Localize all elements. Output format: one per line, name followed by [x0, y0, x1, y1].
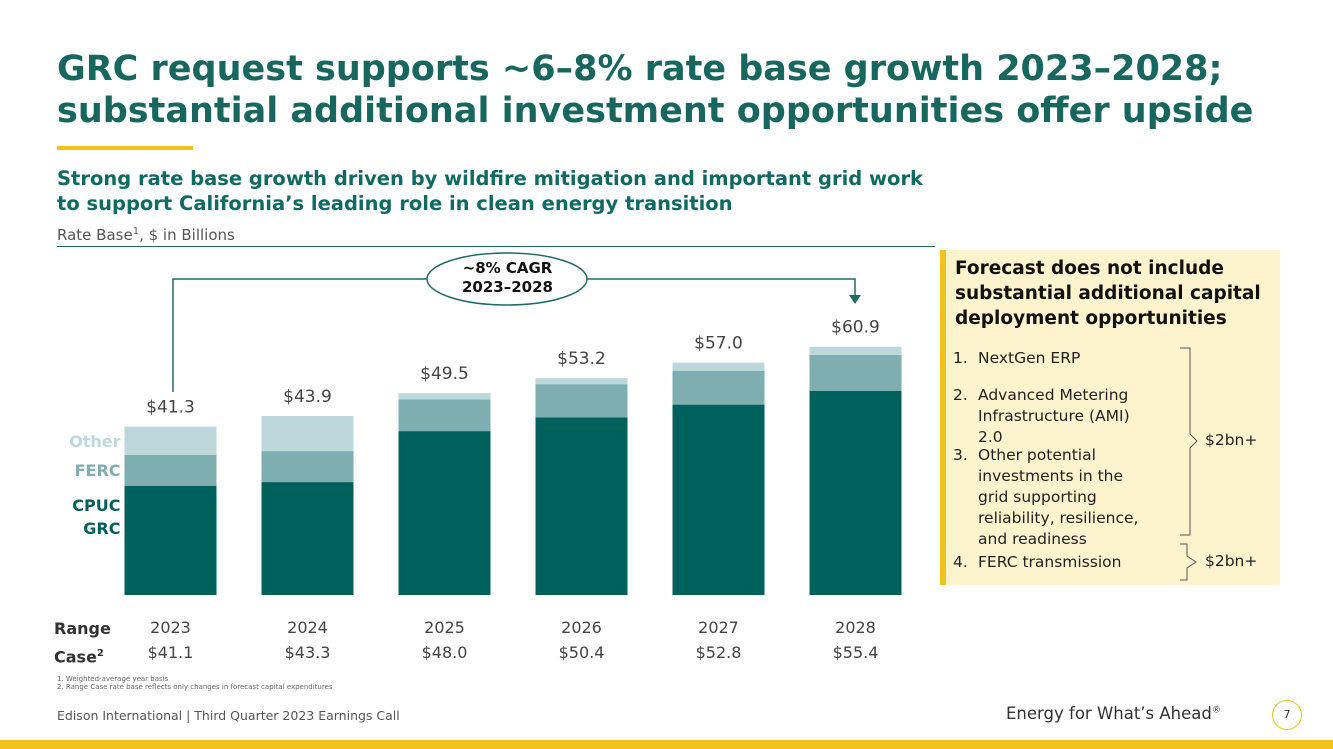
range-case-line: Case2 [54, 641, 111, 669]
x-tick-label: 2023 [150, 618, 191, 637]
group-label: $2bn+ [1205, 552, 1258, 570]
x-tick-label: 2027 [698, 618, 739, 637]
sidebar [940, 250, 1280, 585]
divider [57, 246, 935, 247]
range-case-value: $41.1 [148, 643, 194, 662]
bar-segment [124, 426, 217, 455]
y-label: Rate Base1, $ in Billions [57, 226, 235, 244]
bar-segment [672, 370, 765, 405]
x-tick-label: 2028 [835, 618, 876, 637]
footnotes: 1. Weighted-average year basis 2. Range … [57, 675, 333, 691]
total-label: $57.0 [694, 334, 743, 354]
footnote-mark: 1 [132, 226, 140, 237]
item-text: NextGen ERP [978, 349, 1081, 367]
item-number: 2. [953, 386, 968, 404]
bar-segment [809, 346, 902, 355]
range-case-value: $55.4 [833, 643, 879, 662]
total-label: $41.3 [146, 398, 195, 418]
cagr-ellipse [426, 252, 588, 306]
range-case-value: $50.4 [559, 643, 605, 662]
footer: Edison International | Third Quarter 202… [57, 708, 400, 723]
total-label: $49.5 [420, 364, 469, 384]
bar-segment [261, 482, 354, 595]
bar-segment [261, 416, 354, 452]
total-label: $60.9 [831, 318, 880, 338]
bar-segment [672, 404, 765, 595]
total-label: $43.9 [283, 387, 332, 407]
brace [1180, 543, 1197, 581]
legend-label: Other [69, 431, 121, 451]
y-label-text: Rate Base [57, 226, 133, 244]
item-number: 4. [953, 553, 968, 571]
footnote: 2. Range Case rate base reflects only ch… [57, 683, 333, 691]
tagline-text: Energy for What’s Ahead [1006, 704, 1212, 723]
range-case-label: Range Case2 [54, 616, 111, 669]
bar-segment [398, 399, 491, 432]
x-tick-label: 2025 [424, 618, 465, 637]
x-tick-label: 2026 [561, 618, 602, 637]
bar-segment [809, 390, 902, 595]
chart-title: Strong rate base growth driven by wildfi… [57, 167, 924, 215]
item-number: 3. [953, 446, 968, 464]
annotation-line: 2023–2028 [462, 278, 553, 296]
group-label: $2bn+ [1205, 431, 1258, 449]
bar-segment [261, 451, 354, 483]
bar-segment [535, 378, 628, 385]
bar-segment [398, 431, 491, 595]
item-text: Advanced Metering Infrastructure (AMI) 2… [978, 386, 1130, 446]
title-rule [57, 146, 193, 150]
total-label: $53.2 [557, 349, 606, 369]
item-number: 1. [953, 349, 968, 367]
range-case-value: $43.3 [285, 643, 331, 662]
footnote: 1. Weighted-average year basis [57, 675, 169, 683]
brace [1180, 347, 1198, 536]
footnote-mark: 2 [96, 648, 104, 659]
item-text: Other potential investments in the grid … [978, 446, 1139, 548]
range-case-value: $52.8 [696, 643, 742, 662]
bar-segment [124, 485, 217, 595]
item-text: FERC transmission [978, 553, 1122, 571]
cagr-annotation: ~8% CAGR 2023–2028 [430, 259, 585, 297]
range-case-word: Case [54, 647, 97, 667]
bar-segment [124, 454, 217, 486]
bar-segment [535, 384, 628, 418]
sidebar-title: Forecast does not include substantial ad… [955, 258, 1261, 329]
trademark: ® [1211, 705, 1221, 716]
bar-segment [535, 417, 628, 595]
bar-segment [672, 362, 765, 371]
bar-segment [398, 393, 491, 400]
legend-label: CPUC GRC [72, 495, 121, 538]
range-case-value: $48.0 [422, 643, 468, 662]
bar-segment [809, 354, 902, 391]
annotation-line: ~8% CAGR [462, 259, 553, 277]
braces [1180, 347, 1198, 581]
y-label-units: , $ in Billions [139, 226, 235, 244]
range-case-line: Range [54, 619, 111, 638]
arrow-head [849, 295, 861, 304]
bottom-bar [0, 740, 1333, 749]
slide-title: GRC request supports ~6–8% rate base gro… [57, 49, 1254, 131]
page-number: 7 [1272, 700, 1302, 730]
legend-label: FERC [74, 461, 121, 481]
tagline: Energy for What’s Ahead® [1006, 704, 1221, 723]
chart: $41.3 2023 $41.1 $43.9 2024 $43.3 $49.5 2025 $48… [124, 252, 902, 662]
x-tick-label: 2024 [287, 618, 328, 637]
